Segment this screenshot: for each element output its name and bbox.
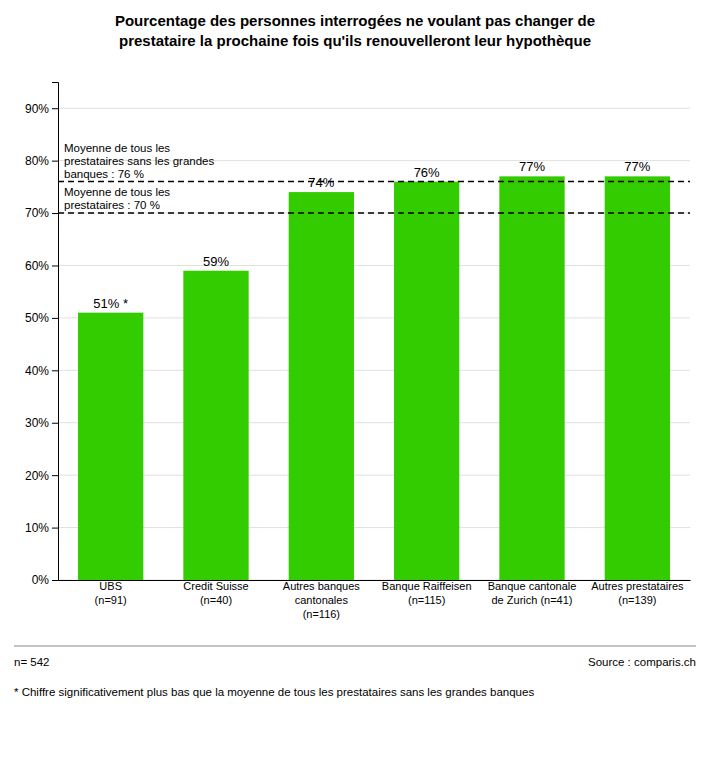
grid-line	[58, 317, 690, 318]
y-tick: 40%	[25, 364, 58, 378]
y-tick-mark	[52, 161, 58, 162]
text-line: banques : 76 %	[64, 168, 144, 180]
y-tick-mark	[52, 528, 58, 529]
data-label: 76%	[414, 165, 440, 180]
text-line: Pourcentage des personnes interrogées ne…	[115, 12, 595, 29]
text-line: Autres banques	[283, 580, 361, 592]
text-line: (n=40)	[200, 594, 232, 606]
text-line: UBS	[99, 580, 122, 592]
annotation: Moyenne de tous lesprestataires sans les…	[64, 142, 214, 180]
y-tick-label: 90%	[25, 102, 49, 116]
x-tick-label: Credit Suisse (n=40)	[183, 580, 248, 606]
reference-line	[58, 181, 690, 183]
text-line: (n=139)	[618, 594, 656, 606]
chart: Pourcentage des personnes interrogées ne…	[0, 0, 710, 774]
y-tick-label: 20%	[25, 468, 49, 482]
y-tick-label: 80%	[25, 154, 49, 168]
text-line: prestataires : 70 %	[64, 199, 160, 211]
note: Source : comparis.ch	[588, 656, 696, 668]
data-label: 59%	[203, 254, 229, 269]
note: * Chiffre significativement plus bas que…	[14, 686, 534, 698]
note: n= 542	[14, 656, 50, 668]
x-tick-label: Banque cantonale de Zurich (n=41)	[488, 580, 577, 606]
x-tick-label: Autres banques cantonales (n=116)	[283, 580, 361, 620]
x-tick-label: UBS (n=91)	[95, 580, 127, 606]
text-line: cantonales	[295, 594, 349, 606]
grid-line	[58, 475, 690, 476]
y-tick: 50%	[25, 311, 58, 325]
y-tick: 90%	[25, 102, 58, 116]
x-tick-label: Autres prestataires (n=139)	[591, 580, 684, 606]
reference-line	[58, 212, 690, 214]
grid	[58, 108, 690, 580]
x-tick: Banque Raiffeisen (n=115)	[382, 580, 472, 606]
y-axis: 0% 10% 20% 30% 40% 50% 60% 70% 80% 90%	[25, 83, 59, 588]
y-tick-label: 70%	[25, 206, 49, 220]
data-label: 77%	[624, 159, 650, 174]
y-tick-mark	[52, 213, 58, 214]
data-labels: 51% * 59% 74% 76% 77% 77%	[93, 159, 650, 310]
y-tick-mark	[52, 265, 58, 266]
x-axis: UBS (n=91) Credit Suisse (n=40) Autres banqu…	[59, 580, 691, 620]
grid-line	[58, 213, 690, 214]
text-line: Banque cantonale	[488, 580, 577, 592]
x-tick: Autres banques cantonales (n=116)	[283, 580, 361, 620]
y-tick-mark	[52, 580, 58, 581]
y-tick-mark	[52, 318, 58, 319]
bar	[394, 182, 459, 580]
text-line: (n=91)	[95, 594, 127, 606]
x-tick: UBS (n=91)	[95, 580, 127, 606]
text-line: prestataires sans les grandes	[64, 155, 214, 167]
y-tick-mark	[52, 475, 58, 476]
data-label: 77%	[519, 159, 545, 174]
y-tick-label: 10%	[25, 521, 49, 535]
data-label: 51% *	[93, 296, 128, 311]
grid-line	[58, 527, 690, 528]
y-tick: 60%	[25, 259, 58, 273]
grid-line	[58, 370, 690, 371]
y-axis-line	[52, 83, 59, 581]
y-tick-mark	[52, 108, 58, 109]
data-label: 74%	[308, 175, 334, 190]
plot-area	[58, 176, 690, 580]
text-line: Moyenne de tous les	[64, 186, 170, 198]
text-line: Credit Suisse	[183, 580, 248, 592]
grid-line	[58, 108, 690, 109]
text-line: Autres prestataires	[591, 580, 684, 592]
y-tick: 30%	[25, 416, 58, 430]
x-tick: Autres prestataires (n=139)	[591, 580, 684, 606]
bar	[499, 176, 564, 580]
text-line: prestataire la prochaine fois qu'ils ren…	[119, 32, 591, 49]
bar	[605, 176, 670, 580]
grid-line	[58, 422, 690, 423]
y-tick-label: 30%	[25, 416, 49, 430]
x-tick-label: Banque Raiffeisen (n=115)	[382, 580, 472, 606]
bar	[183, 271, 248, 580]
text-line: de Zurich (n=41)	[491, 594, 572, 606]
text-line: Moyenne de tous les	[64, 142, 170, 154]
annotation: Moyenne de tous lesprestataires : 70 %	[64, 186, 170, 211]
chart-container: Pourcentage des personnes interrogées ne…	[0, 0, 710, 774]
y-tick-mark	[52, 423, 58, 424]
text-line: Banque Raiffeisen	[382, 580, 472, 592]
bar	[78, 313, 143, 580]
y-tick-label: 40%	[25, 364, 49, 378]
y-tick-label: 50%	[25, 311, 49, 325]
text-line: (n=116)	[303, 608, 340, 620]
bar	[289, 192, 354, 580]
y-tick: 20%	[25, 468, 58, 482]
y-tick-label: 0%	[32, 573, 50, 587]
title: Pourcentage des personnes interrogées ne…	[115, 12, 595, 49]
y-tick: 80%	[25, 154, 58, 168]
y-tick: 70%	[25, 206, 58, 220]
grid-line	[58, 265, 690, 266]
y-tick: 10%	[25, 521, 58, 535]
y-tick-label: 60%	[25, 259, 49, 273]
x-tick: Banque cantonale de Zurich (n=41)	[488, 580, 577, 606]
x-tick: Credit Suisse (n=40)	[183, 580, 248, 606]
y-tick-mark	[52, 370, 58, 371]
y-tick: 0%	[32, 573, 58, 587]
text-line: (n=115)	[408, 594, 445, 606]
separator	[14, 646, 696, 647]
